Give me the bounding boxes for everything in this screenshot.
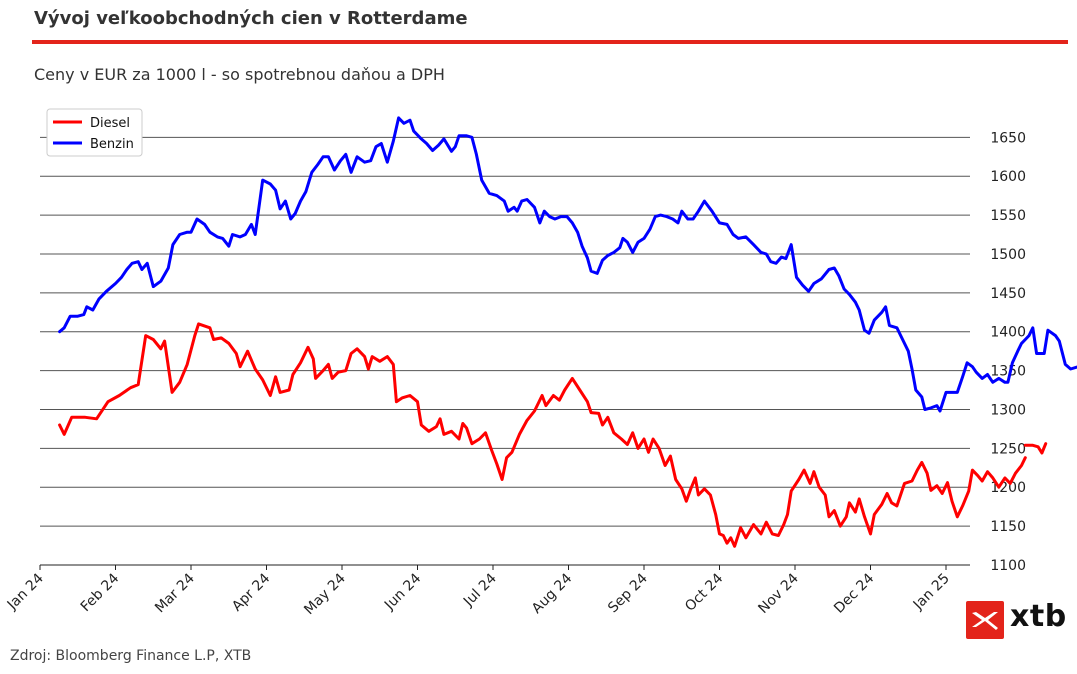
x-tick-label-0: Jan 24: [4, 570, 47, 613]
x-tick-label-2: Mar 24: [152, 570, 198, 616]
y-tick-label-1450: 1450: [990, 286, 1026, 302]
x-axis-ticks: Jan 24 Feb 24 Mar 24 Apr 24 May 24 Jun 24 Jul …: [4, 565, 953, 618]
xtb-logo-icon: [966, 601, 1004, 639]
x-tick-label-10: Nov 24: [755, 570, 801, 616]
y-tick-label-1350: 1350: [990, 364, 1026, 380]
x-tick-label-7: Aug 24: [529, 570, 575, 616]
y-tick-label-1500: 1500: [990, 247, 1026, 263]
y-tick-label-1100: 1100: [990, 558, 1026, 574]
series-line-diesel-0: [58, 322, 1027, 548]
y-tick-label-1250: 1250: [990, 441, 1026, 457]
x-tick-label-3: Apr 24: [229, 570, 273, 614]
legend: Diesel Benzin: [46, 108, 143, 157]
x-tick-label-5: Jun 24: [381, 570, 424, 613]
x-tick-label-11: Dec 24: [831, 570, 877, 616]
x-tick-label-1: Feb 24: [78, 570, 123, 615]
y-tick-label-1550: 1550: [990, 208, 1026, 224]
xtb-logo-text: xtb: [1010, 599, 1067, 634]
grid-lines: [40, 136, 970, 527]
x-tick-label-12: Jan 25: [910, 571, 953, 614]
chart-subtitle: Ceny v EUR za 1000 l - so spotrebnou daň…: [34, 65, 445, 84]
chart-title: Vývoj veľkoobchodných cien v Rotterdame: [34, 8, 468, 29]
y-tick-label-1600: 1600: [990, 169, 1026, 185]
y-tick-label-1650: 1650: [990, 130, 1026, 146]
series-line-diesel-1: [1023, 442, 1048, 455]
y-tick-label-1400: 1400: [990, 325, 1026, 341]
title-divider: [32, 40, 1068, 44]
x-tick-label-8: Sep 24: [605, 570, 651, 616]
x-tick-label-6: Jul 24: [460, 570, 500, 610]
y-tick-label-1150: 1150: [990, 519, 1026, 535]
source-note: Zdroj: Bloomberg Finance L.P, XTB: [10, 648, 252, 664]
xtb-logo: xtb: [966, 599, 1070, 641]
y-tick-label-1300: 1300: [990, 402, 1026, 418]
y-axis-ticks: 1100115012001250130013501400145015001550…: [990, 130, 1026, 574]
legend-diesel-label: Diesel: [90, 116, 130, 131]
series-lines: [58, 116, 1077, 548]
series-line-benzin-2: [58, 116, 1077, 413]
x-tick-label-9: Oct 24: [682, 570, 726, 614]
legend-benzin-label: Benzin: [90, 137, 134, 152]
x-tick-label-4: May 24: [301, 570, 349, 618]
